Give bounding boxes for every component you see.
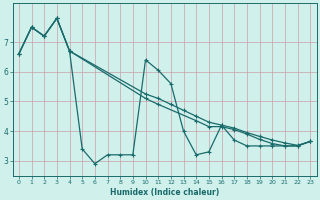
X-axis label: Humidex (Indice chaleur): Humidex (Indice chaleur) bbox=[110, 188, 219, 197]
